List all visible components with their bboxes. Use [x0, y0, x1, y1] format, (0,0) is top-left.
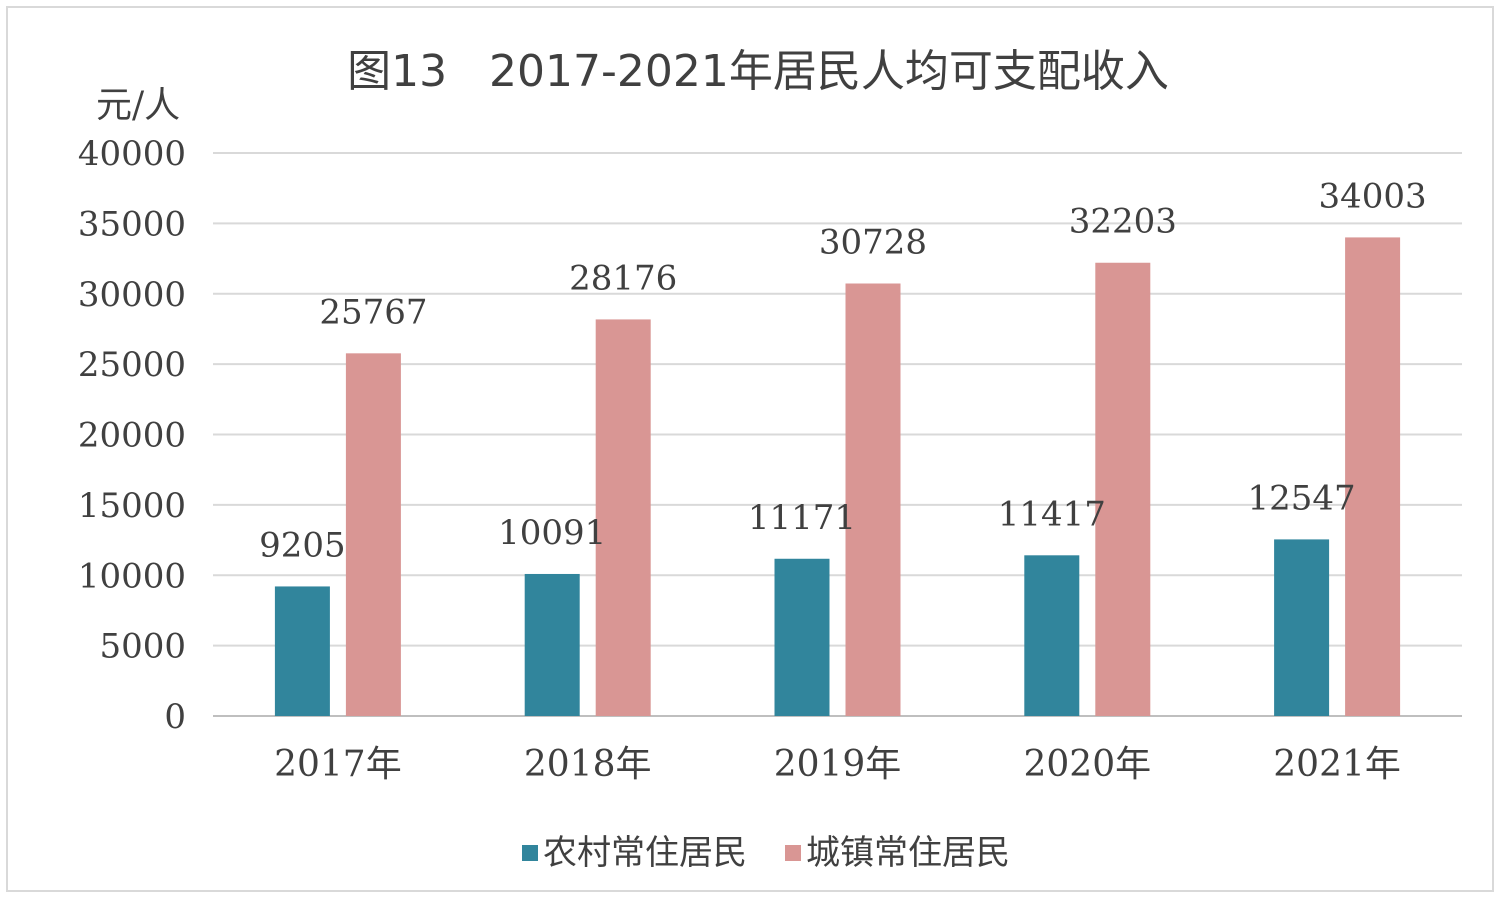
data-label: 10091 [498, 513, 606, 553]
data-label: 9205 [259, 525, 346, 565]
data-label: 34003 [1319, 176, 1427, 216]
legend-swatch [785, 845, 801, 861]
bar-series-0-1 [524, 573, 580, 716]
data-label: 11171 [748, 498, 856, 538]
data-label: 32203 [1069, 202, 1177, 242]
y-tick-label: 10000 [78, 556, 186, 596]
data-label: 28176 [569, 258, 677, 298]
bar-series-0-4 [1274, 539, 1330, 716]
gridlines [213, 152, 1462, 717]
x-category-label: 2019年 [774, 744, 902, 785]
bar-series-0-3 [1024, 555, 1080, 716]
data-label: 30728 [819, 223, 927, 263]
bar-series-1-0 [345, 353, 401, 716]
bars [274, 237, 1401, 716]
legend-label: 城镇常住居民 [806, 833, 1010, 873]
x-category-label: 2021年 [1273, 744, 1401, 785]
x-category-label: 2020年 [1023, 744, 1151, 785]
x-category-label: 2018年 [524, 744, 652, 785]
y-tick-label: 30000 [78, 275, 186, 315]
y-tick-label: 35000 [78, 204, 186, 244]
legend: 农村常住居民 城镇常住居民 [522, 833, 1010, 873]
legend-swatch [522, 845, 538, 861]
data-label: 12547 [1248, 478, 1356, 518]
bar-series-1-3 [1095, 262, 1151, 716]
y-axis-ticks: 0 5000 10000 15000 20000 25000 30000 35000 40000 [78, 134, 186, 737]
bar-series-0-0 [274, 586, 330, 716]
data-label: 25767 [319, 292, 427, 332]
y-tick-label: 25000 [78, 345, 186, 385]
chart-title: 图13 2017-2021年居民人均可支配收入 [347, 46, 1169, 97]
x-category-label: 2017年 [274, 744, 402, 785]
y-axis-unit-label: 元/人 [96, 85, 180, 126]
y-tick-label: 0 [164, 697, 186, 737]
y-tick-label: 20000 [78, 416, 186, 456]
legend-label: 农村常住居民 [543, 833, 747, 873]
data-label: 11417 [998, 494, 1106, 534]
bar-series-0-2 [774, 558, 830, 716]
y-tick-label: 15000 [78, 486, 186, 526]
data-labels: 9205 25767 10091 28176 11171 30728 11417 32203 1… [259, 176, 1427, 565]
bar-series-1-2 [845, 283, 901, 716]
y-tick-label: 40000 [78, 134, 186, 174]
y-tick-label: 5000 [99, 627, 186, 667]
x-axis-categories: 2017年 2018年 2019年 2020年 2021年 [274, 744, 1401, 785]
bar-series-1-4 [1345, 237, 1401, 716]
bar-series-1-1 [595, 319, 651, 716]
